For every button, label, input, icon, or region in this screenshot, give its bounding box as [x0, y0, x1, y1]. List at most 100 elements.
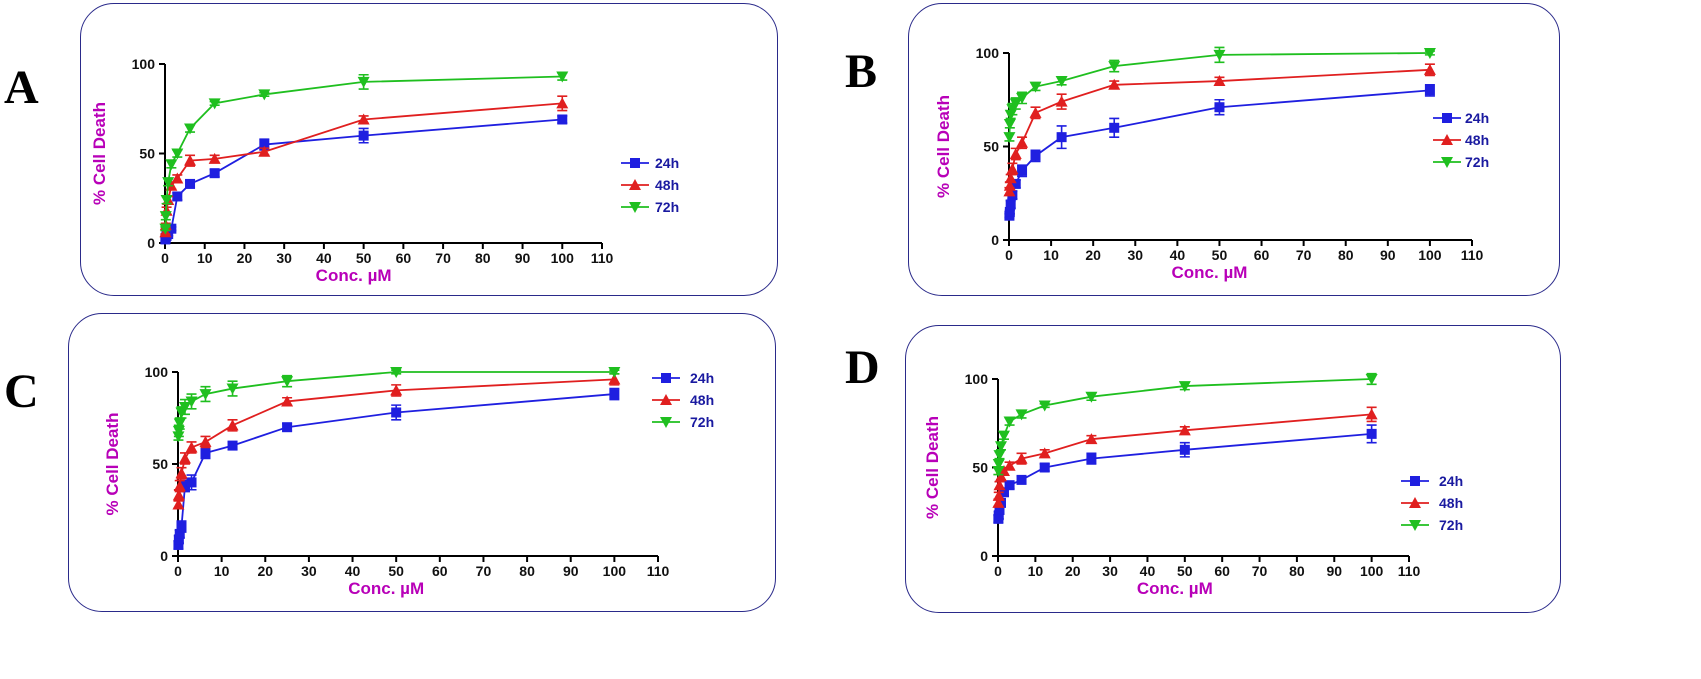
- chart-c-x-tick-label: 100: [603, 563, 627, 579]
- chart-a-legend-label-72h: 72h: [655, 199, 679, 215]
- chart-b-point-24h: [1017, 165, 1028, 176]
- chart-c-point-72h: [173, 418, 186, 430]
- chart-c-y-tick-label: 50: [152, 456, 168, 472]
- chart-b-legend-label-72h: 72h: [1465, 154, 1489, 170]
- chart-d-point-48h: [1085, 433, 1098, 445]
- chart-d-point-72h: [993, 450, 1006, 462]
- chart-a-point-72h: [165, 159, 178, 171]
- chart-d-x-tick-label: 10: [1028, 563, 1044, 579]
- chart-a-point-72h: [357, 76, 370, 88]
- chart-c-point-48h: [175, 467, 188, 479]
- chart-a-point-48h: [258, 145, 271, 157]
- chart-c-point-48h: [173, 480, 186, 492]
- chart-d-x-tick-label: 60: [1214, 563, 1230, 579]
- chart-a-x-tick-label: 40: [316, 250, 332, 266]
- chart-d-legend-label-24h: 24h: [1439, 473, 1463, 489]
- chart-c-y-axis-label: % Cell Death: [103, 413, 122, 516]
- chart-c-x-tick-label: 50: [388, 563, 404, 579]
- chart-d-point-24h: [1179, 444, 1190, 455]
- chart-c-point-48h: [172, 498, 185, 510]
- chart-d-legend-label-72h: 72h: [1439, 517, 1463, 533]
- chart-b-point-24h: [1214, 102, 1225, 113]
- chart-d-point-72h: [1015, 409, 1028, 421]
- chart-d-y-tick-label: 0: [980, 548, 988, 564]
- chart-d-legend-marker-48h: [1409, 497, 1421, 508]
- chart-c-point-48h: [185, 441, 198, 453]
- chart-c-series-72h: [172, 367, 621, 443]
- chart-a-legend-label-24h: 24h: [655, 155, 679, 171]
- chart-b-x-tick-label: 70: [1296, 247, 1312, 263]
- panel-b-frame: [908, 3, 1560, 296]
- chart-c-point-72h: [608, 367, 621, 378]
- chart-a-point-24h: [209, 168, 220, 179]
- chart-b-point-24h: [1109, 122, 1120, 133]
- chart-c-y-tick-label: 100: [145, 364, 169, 380]
- chart-b-point-48h: [1213, 75, 1226, 87]
- chart-d-point-24h: [998, 487, 1009, 498]
- chart-c-point-72h: [178, 401, 191, 413]
- chart-b-y-tick-label: 50: [983, 139, 999, 155]
- chart-a-point-72h: [171, 148, 184, 160]
- chart-c-point-24h: [200, 447, 211, 458]
- chart-c-point-24h: [176, 521, 187, 532]
- chart-c-x-tick-label: 10: [214, 563, 230, 579]
- chart-d-point-24h: [1366, 428, 1377, 439]
- chart-c-point-72h: [390, 367, 403, 378]
- chart-d-point-72h: [992, 458, 1005, 470]
- chart-d-y-axis-label: % Cell Death: [923, 416, 942, 519]
- chart-a-x-tick-label: 50: [356, 250, 372, 266]
- chart-c-point-48h: [226, 419, 239, 431]
- chart-c-point-24h: [609, 389, 620, 400]
- chart-b-y-tick-label: 0: [991, 232, 999, 248]
- chart-c-point-72h: [281, 376, 294, 388]
- chart-b-y-axis-label: % Cell Death: [934, 95, 953, 198]
- chart-a-point-24h: [185, 178, 196, 189]
- chart-d-point-48h: [1003, 459, 1016, 471]
- chart-b-point-72h: [1029, 81, 1042, 93]
- chart-c-point-24h: [391, 407, 402, 418]
- chart-d-x-tick-label: 110: [1398, 563, 1421, 579]
- chart-c-point-48h: [178, 452, 191, 464]
- chart-d-point-48h: [993, 479, 1006, 491]
- chart-b-point-48h: [1006, 162, 1019, 174]
- chart-a-y-tick-label: 100: [132, 56, 156, 72]
- chart-b-point-72h: [1055, 76, 1068, 88]
- chart-d-x-tick-label: 100: [1360, 563, 1384, 579]
- panel-b-label: B: [845, 45, 878, 98]
- chart-a-point-48h: [357, 113, 370, 125]
- chart-a-y-tick-label: 0: [147, 235, 155, 251]
- chart-a-point-72h: [160, 195, 173, 207]
- chart-b-point-72h: [1016, 92, 1029, 104]
- chart-b-x-tick-label: 60: [1254, 247, 1270, 263]
- chart-b-y-tick-label: 100: [976, 45, 1000, 61]
- chart-b-point-24h: [1004, 206, 1015, 217]
- chart-a-x-tick-label: 0: [161, 250, 169, 266]
- chart-c-x-tick-label: 70: [476, 563, 492, 579]
- chart-a-point-24h: [172, 191, 183, 202]
- chart-c-point-48h: [390, 384, 403, 396]
- chart-b-point-48h: [1009, 147, 1022, 159]
- chart-b-point-48h: [1003, 185, 1016, 197]
- chart-d-x-tick-label: 40: [1140, 563, 1156, 579]
- chart-a-point-72h: [208, 98, 221, 110]
- chart-c-point-72h: [185, 396, 198, 408]
- chart-c-x-tick-label: 20: [257, 563, 273, 579]
- chart-c-legend-label-48h: 48h: [690, 392, 714, 408]
- panel-a-label: A: [4, 61, 39, 114]
- chart-a-point-48h: [184, 154, 197, 166]
- chart-b-series-72h: [1003, 46, 1436, 144]
- chart-d-point-72h: [1178, 381, 1191, 393]
- chart-d-point-72h: [1365, 374, 1378, 385]
- chart-b-x-tick-label: 30: [1127, 247, 1143, 263]
- chart-d-point-72h: [992, 466, 1005, 478]
- chart-d-x-tick-label: 70: [1252, 563, 1268, 579]
- chart-b-point-48h: [1055, 95, 1068, 107]
- chart-d-x-tick-label: 80: [1289, 563, 1305, 579]
- chart-b-point-24h: [1424, 85, 1435, 96]
- chart-a-legend-label-48h: 48h: [655, 177, 679, 193]
- chart-a-point-24h: [259, 139, 270, 150]
- chart-d-point-24h: [1086, 453, 1097, 464]
- chart-c-point-48h: [281, 395, 294, 407]
- chart-c-point-24h: [186, 477, 197, 488]
